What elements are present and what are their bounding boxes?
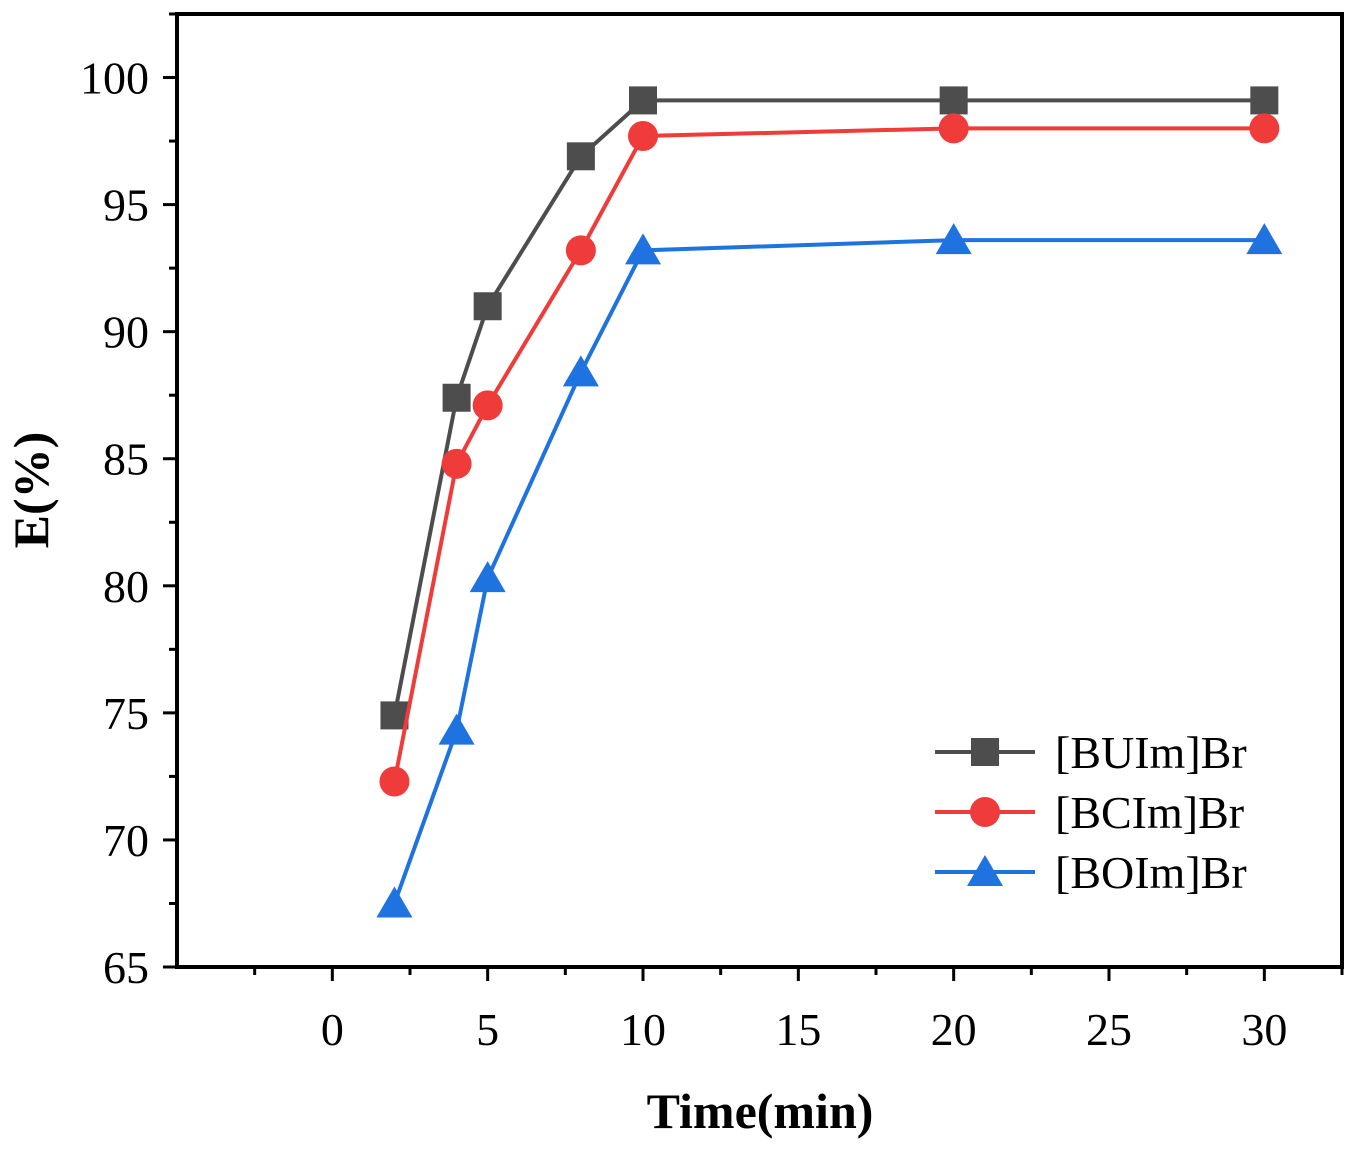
legend-marker bbox=[970, 797, 1000, 827]
legend-label: [BOIm]Br bbox=[1055, 847, 1247, 898]
data-point bbox=[562, 355, 599, 387]
tick-labels: 0 5 10 15 20 25 30 65 70 75 80 85 90 95 100 bbox=[80, 53, 1287, 1055]
data-point bbox=[442, 383, 471, 412]
legend-marker bbox=[967, 855, 1003, 886]
y-tick-label: 80 bbox=[103, 561, 149, 612]
data-point bbox=[935, 223, 972, 255]
x-tick-label: 15 bbox=[775, 1004, 821, 1055]
data-point bbox=[628, 120, 658, 151]
x-axis-title: Time(min) bbox=[647, 1083, 874, 1139]
data-point bbox=[939, 86, 968, 115]
series-triangle bbox=[376, 223, 1283, 918]
series-circle bbox=[379, 113, 1280, 797]
series-line bbox=[392, 126, 1265, 782]
data-point bbox=[625, 233, 661, 265]
y-tick-label: 70 bbox=[103, 815, 149, 866]
x-tick-label: 10 bbox=[620, 1004, 666, 1055]
y-tick-label: 90 bbox=[103, 307, 149, 358]
x-tick-label: 30 bbox=[1241, 1004, 1287, 1055]
axis-ticks bbox=[163, 12, 1344, 981]
data-point bbox=[566, 142, 595, 171]
data-point bbox=[1246, 223, 1283, 255]
legend-marker bbox=[971, 738, 999, 766]
y-tick-label: 100 bbox=[80, 53, 149, 104]
x-tick-label: 0 bbox=[321, 1004, 344, 1055]
x-tick-label: 5 bbox=[476, 1004, 499, 1055]
data-point bbox=[441, 448, 472, 479]
y-tick-label: 95 bbox=[103, 180, 149, 231]
series-square bbox=[380, 86, 1279, 730]
legend: [BUIm]Br [BCIm]Br [BOIm]Br bbox=[935, 727, 1247, 898]
data-point bbox=[379, 766, 410, 797]
data-point bbox=[472, 390, 503, 421]
data-point bbox=[473, 292, 502, 321]
data-point bbox=[1249, 113, 1280, 144]
legend-label: [BCIm]Br bbox=[1055, 787, 1244, 838]
data-point bbox=[565, 235, 596, 266]
y-tick-label: 75 bbox=[103, 688, 149, 739]
y-tick-label: 85 bbox=[103, 434, 149, 485]
series-line bbox=[392, 98, 1265, 716]
series-layer bbox=[376, 86, 1283, 918]
data-point bbox=[1250, 86, 1279, 115]
x-tick-label: 25 bbox=[1086, 1004, 1132, 1055]
data-point bbox=[376, 886, 413, 918]
legend-label: [BUIm]Br bbox=[1055, 727, 1247, 778]
data-point bbox=[438, 713, 475, 745]
data-point bbox=[938, 113, 969, 144]
data-point bbox=[629, 86, 657, 115]
y-axis-title: E(%) bbox=[3, 432, 59, 549]
x-tick-label: 20 bbox=[931, 1004, 977, 1055]
plot-frame bbox=[175, 12, 1344, 969]
y-tick-label: 65 bbox=[103, 942, 149, 993]
data-point bbox=[469, 561, 506, 593]
